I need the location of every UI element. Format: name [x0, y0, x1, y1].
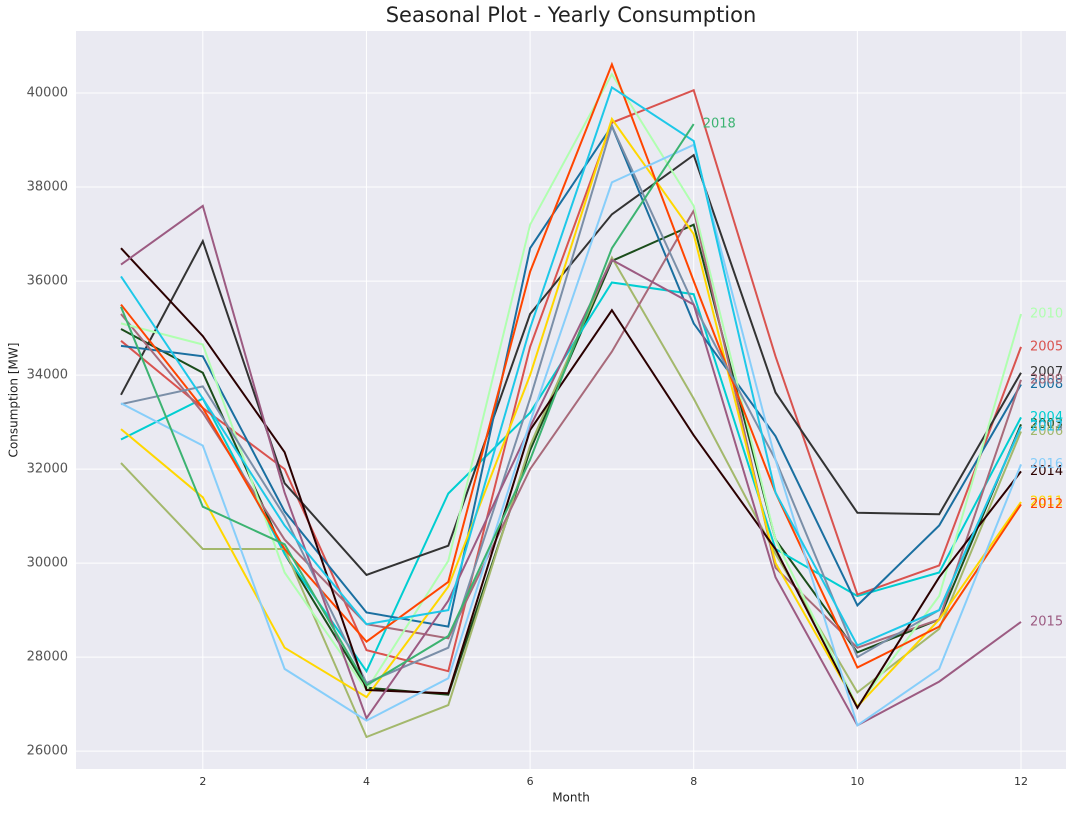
y-tick-label: 28000 — [27, 650, 68, 665]
series-label: 2009 — [1030, 372, 1063, 387]
series-line — [120, 204, 1022, 727]
series-label: 2011 — [1030, 495, 1063, 510]
series-line — [120, 123, 1022, 628]
y-tick-label: 34000 — [27, 368, 68, 383]
series-label: 2010 — [1030, 306, 1063, 321]
y-axis-label: Consumption [MW] — [7, 343, 21, 458]
series-line — [120, 61, 1022, 669]
series-label: 2006 — [1030, 424, 1063, 439]
x-tick-label: 2 — [199, 775, 206, 788]
x-tick-label: 8 — [690, 775, 697, 788]
series-label: 2017 — [1030, 419, 1063, 434]
y-tick-label: 38000 — [27, 180, 68, 195]
x-tick-label: 10 — [850, 775, 864, 788]
x-tick-label: 6 — [527, 775, 534, 788]
x-tick-label: 4 — [363, 775, 370, 788]
series-line — [120, 123, 695, 687]
series-line — [120, 143, 1022, 727]
series-line — [120, 85, 1022, 647]
series-line — [120, 72, 1022, 709]
series-label: 2008 — [1030, 377, 1063, 392]
y-tick-label: 36000 — [27, 274, 68, 289]
series-label: 2012 — [1030, 497, 1063, 512]
series-label: 2013 — [1030, 419, 1063, 434]
y-tick-label: 30000 — [27, 556, 68, 571]
y-tick-label: 26000 — [27, 744, 68, 759]
series-line — [120, 116, 1022, 709]
y-tick-label: 32000 — [27, 462, 68, 477]
series-label: 2014 — [1030, 464, 1063, 479]
series-label: 2018 — [703, 117, 736, 132]
x-tick-label: 12 — [1014, 775, 1028, 788]
x-axis-label: Month — [552, 791, 590, 805]
y-tick-label: 40000 — [27, 86, 68, 101]
series-label: 2007 — [1030, 365, 1063, 380]
series-label: 2016 — [1030, 457, 1063, 472]
series-label: 2003 — [1030, 417, 1063, 432]
series-line — [120, 88, 1022, 673]
series-line — [120, 247, 1022, 710]
series-line — [120, 207, 1022, 649]
plot-area — [76, 31, 1066, 769]
series-label: 2004 — [1030, 410, 1063, 425]
chart-title: Seasonal Plot - Yearly Consumption — [386, 3, 757, 27]
series-label: 2015 — [1030, 614, 1063, 629]
series-line — [120, 123, 1022, 685]
series-label: 2005 — [1030, 339, 1063, 354]
